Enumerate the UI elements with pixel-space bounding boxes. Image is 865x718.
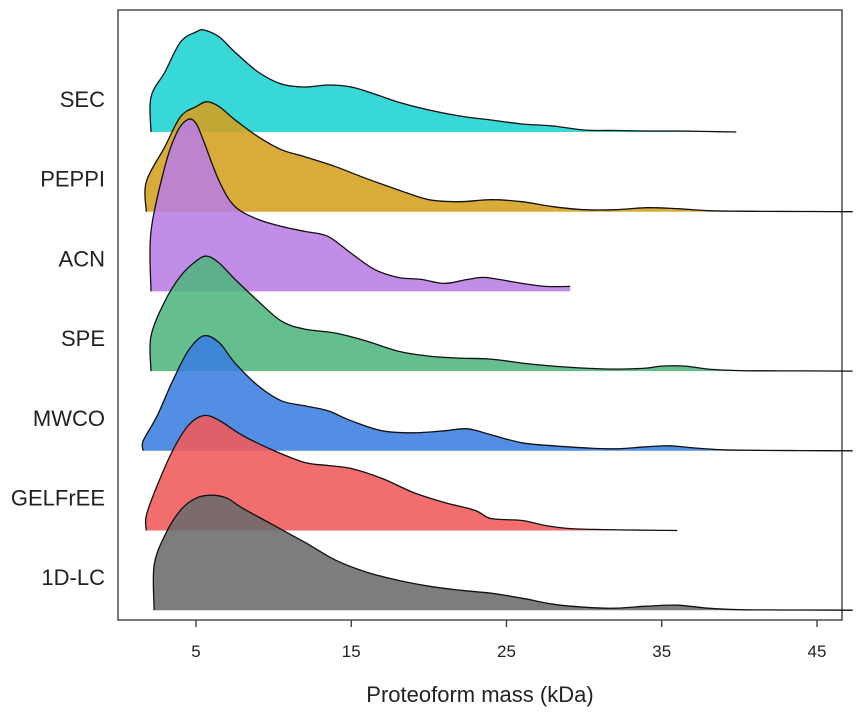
- ridge-outline-1d-lc: [152, 494, 853, 611]
- x-tick-label-25: 25: [497, 642, 516, 661]
- x-tick-label-5: 5: [191, 642, 200, 661]
- x-axis-title: Proteoform mass (kDa): [366, 682, 593, 707]
- y-label-sec: SEC: [60, 87, 105, 112]
- ridge-fill-gelfree: [145, 415, 678, 531]
- ridge-outline-mwco: [141, 334, 853, 452]
- ridge-outline-gelfree: [144, 414, 678, 532]
- x-tick-label-45: 45: [808, 642, 827, 661]
- y-label-gelfree: GELFrEE: [11, 486, 105, 511]
- y-label-1d-lc: 1D-LC: [41, 565, 105, 590]
- y-label-acn: ACN: [59, 246, 105, 271]
- ridges-group: [141, 29, 853, 611]
- y-label-mwco: MWCO: [33, 406, 105, 431]
- ridge-fill-peppi: [144, 101, 853, 212]
- x-tick-label-35: 35: [652, 642, 671, 661]
- ridge-outline-acn: [149, 118, 571, 292]
- x-axis: 5 15 25 35 45: [191, 620, 826, 661]
- ridge-fill-1d-lc: [153, 495, 853, 611]
- ridge-fill-acn: [149, 118, 571, 292]
- x-tick-label-15: 15: [342, 642, 361, 661]
- ridge-fill-spe: [149, 256, 853, 372]
- plot-frame: [117, 9, 843, 621]
- y-axis-labels: SEC PEPPI ACN SPE MWCO GELFrEE 1D-LC: [11, 87, 105, 590]
- y-label-peppi: PEPPI: [40, 167, 105, 192]
- ridge-fill-mwco: [142, 335, 853, 451]
- ridge-outline-peppi: [144, 101, 853, 213]
- ridge-fill-sec: [149, 29, 737, 133]
- ridge-outline-spe: [149, 255, 853, 372]
- y-label-spe: SPE: [61, 326, 105, 351]
- ridge-outline-sec: [149, 29, 737, 133]
